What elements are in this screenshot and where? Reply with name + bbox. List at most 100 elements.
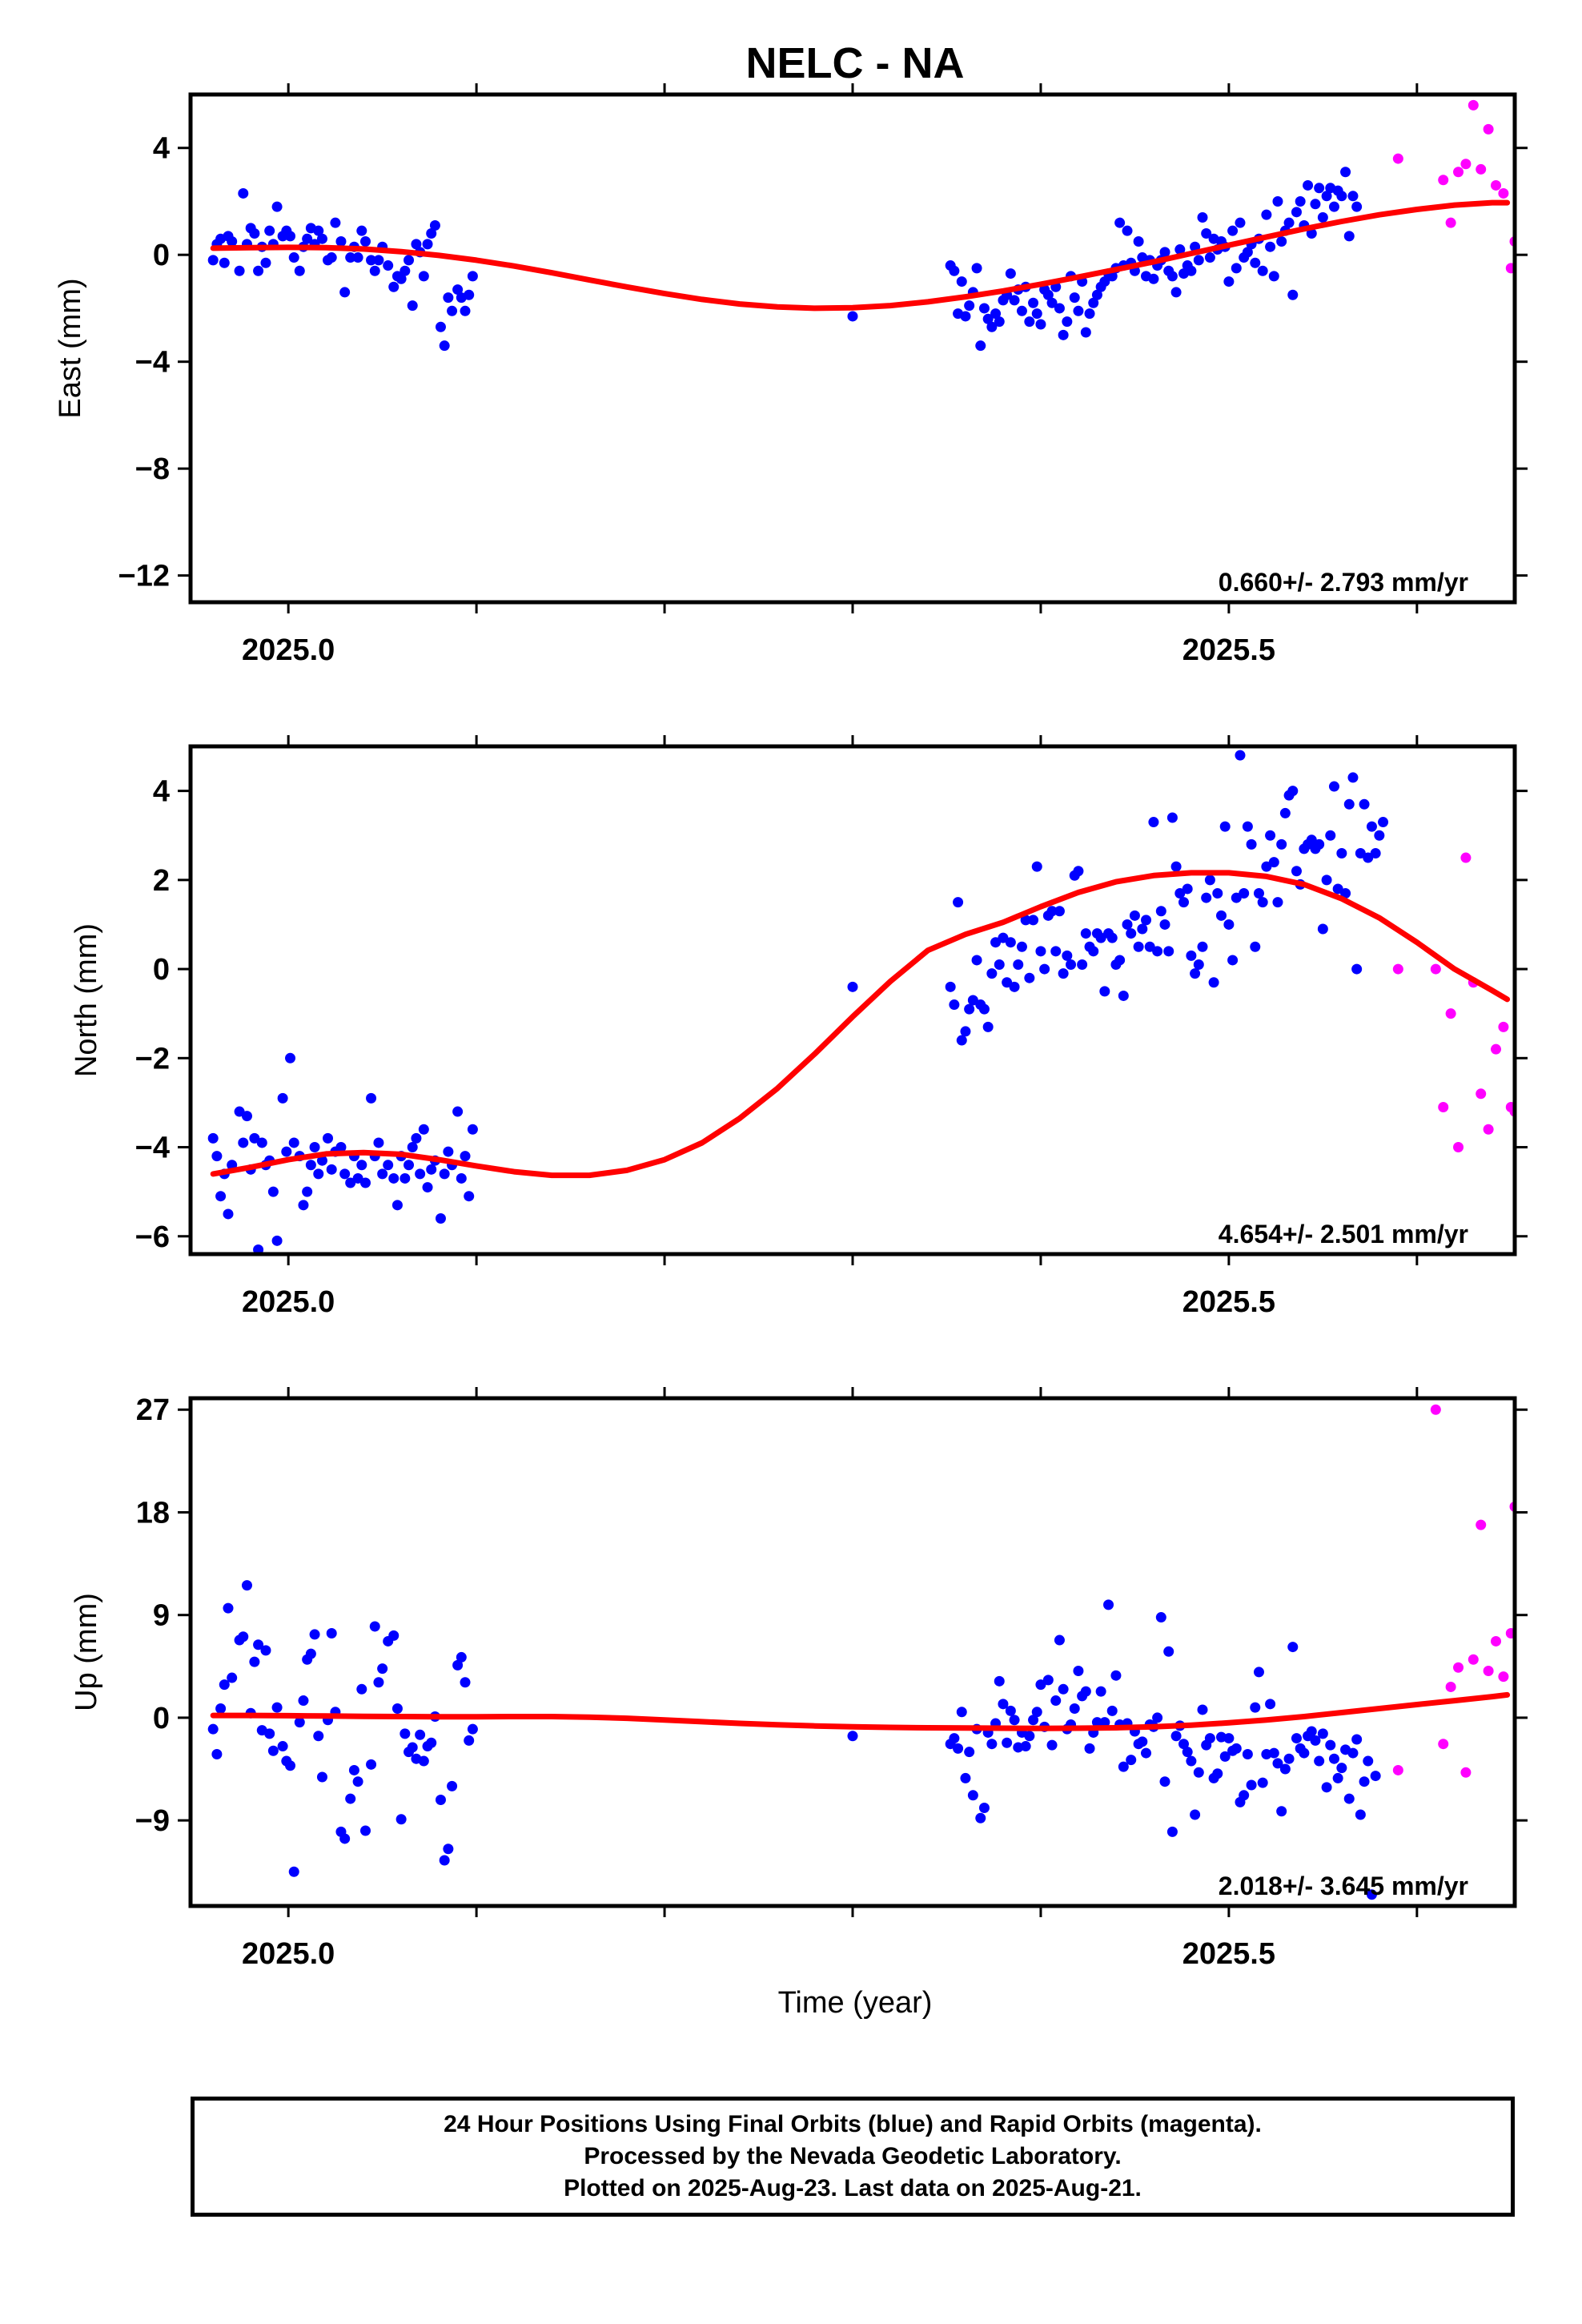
north-final-point bbox=[960, 1026, 971, 1037]
east-final-point bbox=[1186, 265, 1197, 276]
chart-title: NELC - NA bbox=[746, 39, 965, 87]
east-final-point bbox=[302, 233, 313, 244]
up-final-point bbox=[439, 1855, 450, 1866]
footer-line-2: Processed by the Nevada Geodetic Laborat… bbox=[584, 2143, 1122, 2169]
east-final-point bbox=[313, 225, 324, 236]
up-final-point bbox=[1163, 1646, 1174, 1657]
east-final-point bbox=[1174, 244, 1186, 255]
north-final-point bbox=[211, 1151, 223, 1162]
north-final-point bbox=[1020, 915, 1031, 926]
east-final-point bbox=[1261, 209, 1272, 220]
east-final-point bbox=[1197, 211, 1208, 223]
up-final-point bbox=[366, 1759, 377, 1770]
east-final-point bbox=[1069, 292, 1080, 304]
up-final-point bbox=[260, 1645, 271, 1656]
east-final-point bbox=[971, 263, 982, 274]
up-final-point bbox=[447, 1780, 458, 1791]
north-final-point bbox=[982, 1021, 994, 1032]
up-final-point bbox=[1272, 1758, 1283, 1769]
north-final-point bbox=[411, 1132, 422, 1144]
up-panel: 27 18 9 0 −9 2025.0 2025.5 Up (mm) 2.018+/- 3.64… bbox=[70, 0, 1528, 1971]
up-final-point bbox=[1363, 1755, 1374, 1767]
up-final-point bbox=[241, 1580, 252, 1591]
up-final-point bbox=[223, 1602, 234, 1614]
east-final-point bbox=[1272, 195, 1283, 207]
north-final-point bbox=[215, 1191, 227, 1202]
east-final-point bbox=[978, 303, 990, 314]
east-final-point bbox=[1062, 316, 1073, 328]
up-final-point bbox=[1126, 1755, 1137, 1766]
up-final-point bbox=[452, 1659, 464, 1671]
north-final-point bbox=[238, 1137, 249, 1148]
north-final-point bbox=[1148, 817, 1159, 828]
up-final-point bbox=[211, 1749, 223, 1760]
north-final-point bbox=[383, 1160, 394, 1171]
up-final-point bbox=[1287, 1642, 1299, 1653]
east-final-point bbox=[1035, 319, 1046, 330]
north-final-point bbox=[1190, 968, 1201, 979]
east-final-point bbox=[1347, 191, 1359, 202]
east-final-point bbox=[1058, 329, 1069, 340]
up-final-point bbox=[1058, 1683, 1069, 1695]
north-rapid-point bbox=[1438, 1101, 1449, 1112]
up-final-point bbox=[1002, 1737, 1013, 1748]
east-final-point bbox=[234, 265, 245, 276]
east-final-point bbox=[1336, 191, 1347, 202]
east-final-point bbox=[447, 305, 458, 316]
north-final-point bbox=[1002, 977, 1013, 988]
east-final-point bbox=[383, 260, 394, 271]
up-final-point bbox=[1268, 1747, 1279, 1759]
up-final-point bbox=[348, 1764, 359, 1775]
north-final-point bbox=[345, 1177, 356, 1188]
north-final-point bbox=[288, 1137, 299, 1148]
north-final-point bbox=[271, 1235, 283, 1246]
north-final-point bbox=[1325, 830, 1336, 841]
up-rapid-point bbox=[1453, 1662, 1464, 1673]
north-final-point bbox=[1219, 821, 1231, 832]
north-final-point bbox=[253, 1244, 264, 1254]
east-final-point bbox=[975, 340, 986, 352]
north-final-point bbox=[1039, 963, 1050, 975]
up-final-point bbox=[1009, 1715, 1020, 1726]
up-final-point bbox=[1035, 1679, 1046, 1691]
east-final-point bbox=[369, 265, 380, 276]
east-final-point bbox=[1242, 247, 1253, 258]
up-final-point bbox=[1073, 1666, 1084, 1677]
up-xtick-label: 2025.0 bbox=[242, 1937, 335, 1971]
east-final-point bbox=[335, 236, 347, 247]
east-final-point bbox=[1340, 167, 1351, 178]
north-final-point bbox=[1024, 972, 1035, 983]
east-final-point bbox=[326, 252, 337, 263]
up-final-point bbox=[1370, 1771, 1381, 1782]
up-final-point bbox=[1374, 0, 1384, 6]
up-final-point bbox=[418, 1755, 429, 1767]
up-final-point bbox=[435, 1795, 446, 1806]
up-final-point bbox=[953, 1743, 964, 1754]
up-final-point bbox=[1378, 0, 1388, 6]
up-final-point bbox=[277, 1741, 288, 1752]
east-final-point bbox=[1009, 295, 1020, 306]
north-final-point bbox=[956, 1035, 967, 1046]
north-final-point bbox=[256, 1137, 267, 1148]
up-final-point bbox=[1118, 1761, 1129, 1772]
up-final-point bbox=[1137, 1736, 1148, 1747]
up-final-point bbox=[1204, 1733, 1215, 1744]
east-final-point bbox=[288, 252, 299, 263]
up-final-point bbox=[400, 1728, 411, 1739]
north-final-point bbox=[1197, 941, 1208, 952]
east-final-point bbox=[1159, 247, 1170, 258]
north-final-point bbox=[1077, 959, 1088, 971]
east-final-point bbox=[1016, 305, 1027, 316]
east-final-point bbox=[1283, 217, 1295, 228]
east-final-point bbox=[1374, 0, 1384, 6]
east-final-point bbox=[359, 236, 371, 247]
east-rapid-point bbox=[1392, 153, 1403, 164]
up-final-point bbox=[207, 1723, 219, 1735]
east-final-point bbox=[949, 265, 960, 276]
up-final-point bbox=[949, 1733, 960, 1744]
north-final-point bbox=[1328, 781, 1339, 792]
east-final-point bbox=[960, 311, 971, 322]
north-final-point bbox=[1122, 919, 1133, 930]
north-final-point bbox=[971, 955, 982, 966]
east-final-point bbox=[396, 273, 407, 284]
